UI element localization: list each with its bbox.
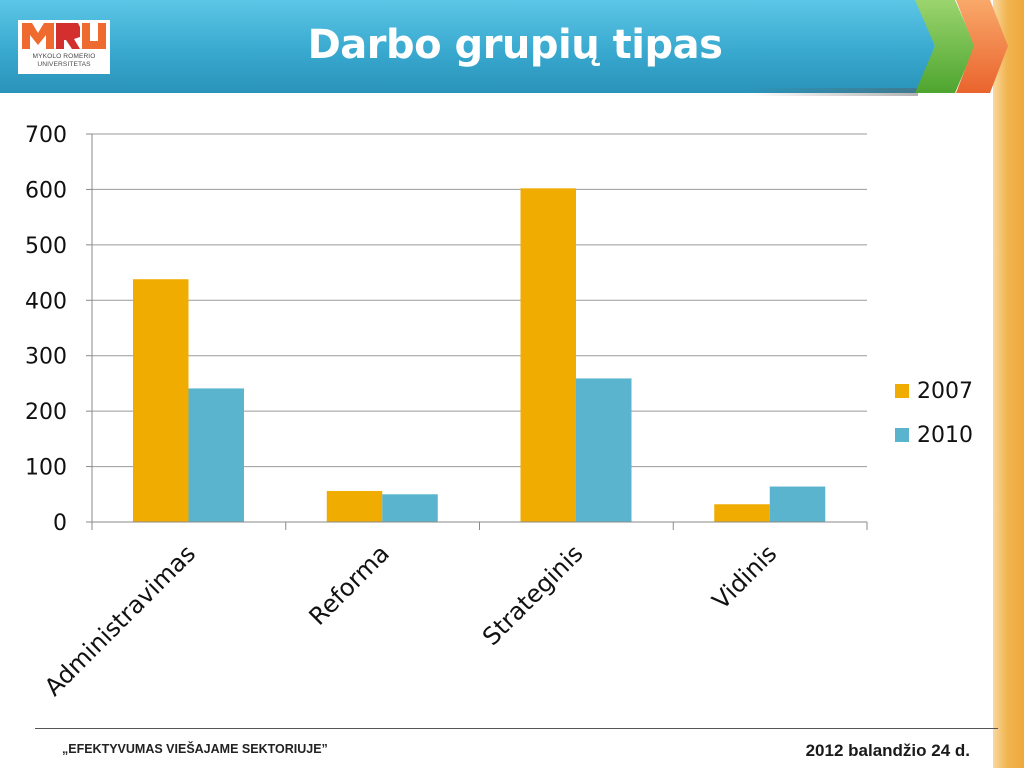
y-tick-label: 700 [25, 123, 67, 148]
header-shadow [748, 88, 918, 96]
university-logo: MYKOLO ROMERIO UNIVERSITETAS [18, 20, 110, 74]
footer-event-name: „EFEKTYVUMAS VIEŠAJAME SEKTORIUJE” [62, 742, 328, 756]
mru-logo-icon [22, 23, 106, 49]
legend-swatch-2007 [895, 384, 909, 398]
bars [133, 188, 826, 522]
bar-administravimas-2010 [188, 388, 244, 522]
logo-text-line2: UNIVERSITETAS [37, 61, 91, 68]
y-tick-label: 0 [53, 511, 67, 536]
logo-text-line1: MYKOLO ROMERIO [32, 53, 96, 60]
header-bar [0, 0, 935, 93]
x-category-label: Vidinis [707, 539, 783, 615]
bar-administravimas-2007 [133, 279, 189, 522]
y-tick-label: 200 [25, 400, 67, 425]
y-tick-label: 600 [25, 178, 67, 203]
y-tick-label: 500 [25, 234, 67, 259]
bar-strateginis-2010 [576, 378, 632, 522]
right-accent-stripe [993, 0, 1024, 768]
footer-divider [35, 728, 998, 729]
x-category-label: Administravimas [39, 539, 201, 701]
legend-swatch-2010 [895, 428, 909, 442]
x-category-label: Strateginis [477, 539, 589, 651]
bar-reforma-2010 [382, 494, 438, 522]
legend-label-2007: 2007 [917, 379, 973, 404]
bar-vidinis-2010 [769, 486, 826, 522]
legend-label-2010: 2010 [917, 423, 973, 448]
page-title: Darbo grupių tipas [307, 22, 723, 68]
bar-chart: 0 100 200 300 400 500 600 700 Administravimas Ref… [25, 123, 973, 701]
bar-reforma-2007 [326, 490, 383, 522]
legend: 2007 2010 [895, 379, 973, 448]
y-tick-label: 100 [25, 456, 67, 481]
bar-strateginis-2007 [520, 188, 576, 522]
y-tick-label: 400 [25, 289, 67, 314]
y-tick-label: 300 [25, 345, 67, 370]
bar-vidinis-2007 [714, 504, 770, 522]
footer-date: 2012 balandžio 24 d. [805, 741, 970, 760]
axes [86, 133, 868, 530]
x-category-label: Reforma [304, 539, 395, 630]
